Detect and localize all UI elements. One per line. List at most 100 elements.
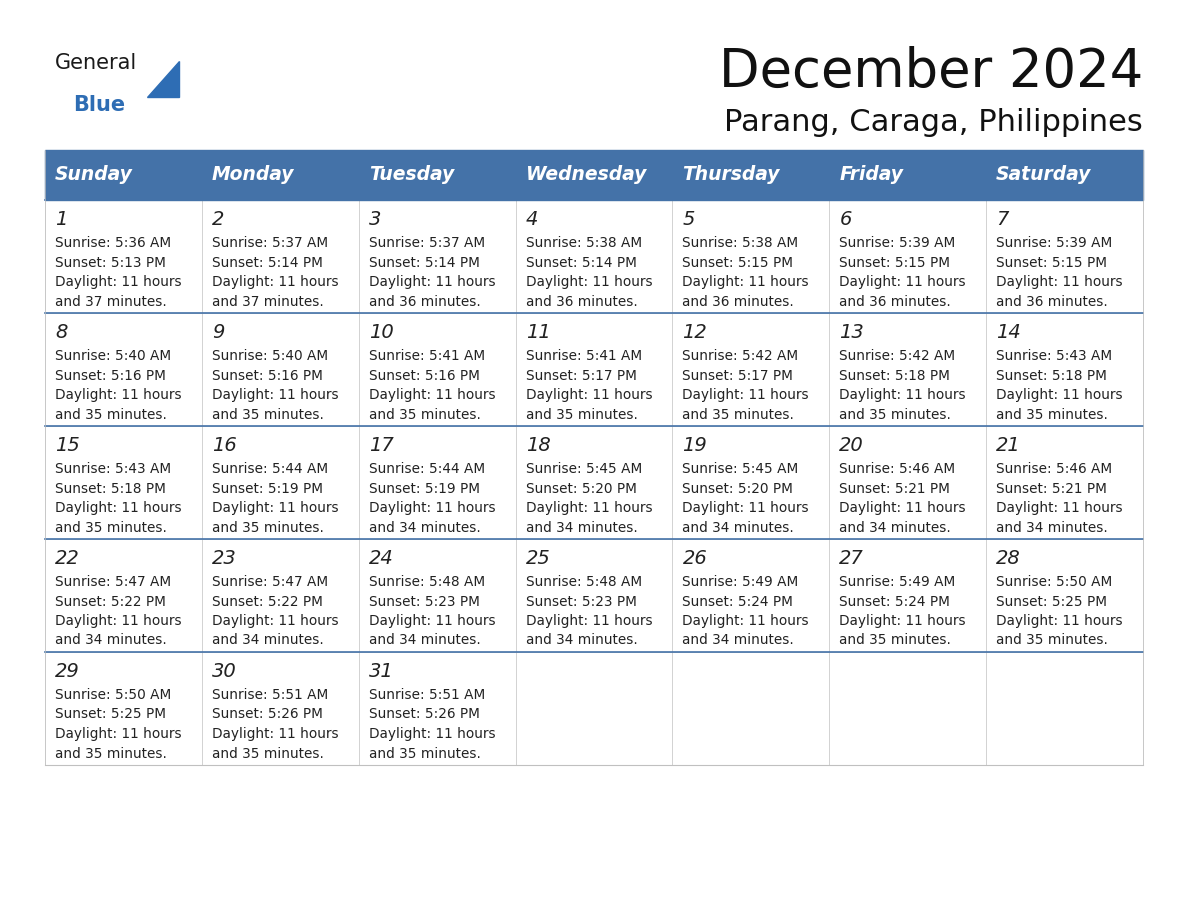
- Text: and 35 minutes.: and 35 minutes.: [682, 408, 795, 421]
- Text: Daylight: 11 hours: Daylight: 11 hours: [55, 614, 182, 628]
- Text: Daylight: 11 hours: Daylight: 11 hours: [997, 501, 1123, 515]
- Text: Daylight: 11 hours: Daylight: 11 hours: [682, 501, 809, 515]
- Bar: [986, 313, 1143, 426]
- Text: Sunset: 5:20 PM: Sunset: 5:20 PM: [525, 482, 637, 496]
- Text: Sunset: 5:19 PM: Sunset: 5:19 PM: [211, 482, 323, 496]
- Text: 31: 31: [368, 662, 393, 681]
- Text: Sunset: 5:14 PM: Sunset: 5:14 PM: [368, 255, 480, 270]
- Bar: [202, 200, 359, 313]
- Text: Daylight: 11 hours: Daylight: 11 hours: [839, 275, 966, 289]
- Bar: [829, 313, 986, 426]
- Text: Thursday: Thursday: [682, 165, 781, 185]
- Text: 26: 26: [682, 549, 707, 568]
- Bar: [829, 200, 986, 313]
- Bar: [986, 426, 1143, 539]
- Text: Sunrise: 5:46 AM: Sunrise: 5:46 AM: [839, 462, 955, 476]
- Text: 13: 13: [839, 323, 864, 342]
- Text: Sunset: 5:21 PM: Sunset: 5:21 PM: [839, 482, 950, 496]
- Bar: [986, 200, 1143, 313]
- Text: Sunrise: 5:49 AM: Sunrise: 5:49 AM: [682, 575, 798, 589]
- Text: Sunset: 5:14 PM: Sunset: 5:14 PM: [525, 255, 637, 270]
- Text: Sunset: 5:19 PM: Sunset: 5:19 PM: [368, 482, 480, 496]
- Text: Sunset: 5:14 PM: Sunset: 5:14 PM: [211, 255, 323, 270]
- Text: Sunrise: 5:43 AM: Sunrise: 5:43 AM: [55, 462, 171, 476]
- Text: Sunset: 5:17 PM: Sunset: 5:17 PM: [682, 368, 794, 383]
- Text: and 35 minutes.: and 35 minutes.: [55, 521, 166, 534]
- Text: Sunrise: 5:51 AM: Sunrise: 5:51 AM: [211, 688, 328, 702]
- Text: 19: 19: [682, 436, 707, 455]
- Bar: [359, 313, 516, 426]
- Text: Wednesday: Wednesday: [525, 165, 646, 185]
- Text: Daylight: 11 hours: Daylight: 11 hours: [368, 275, 495, 289]
- Text: Daylight: 11 hours: Daylight: 11 hours: [839, 388, 966, 402]
- Text: Sunset: 5:18 PM: Sunset: 5:18 PM: [55, 482, 166, 496]
- Text: Daylight: 11 hours: Daylight: 11 hours: [211, 614, 339, 628]
- Text: Sunrise: 5:48 AM: Sunrise: 5:48 AM: [368, 575, 485, 589]
- Text: and 34 minutes.: and 34 minutes.: [682, 633, 795, 647]
- Text: Sunrise: 5:38 AM: Sunrise: 5:38 AM: [682, 236, 798, 250]
- Text: Sunrise: 5:43 AM: Sunrise: 5:43 AM: [997, 349, 1112, 363]
- Bar: [202, 539, 359, 652]
- Text: Parang, Caraga, Philippines: Parang, Caraga, Philippines: [725, 108, 1143, 137]
- Bar: [672, 426, 829, 539]
- Bar: [45, 539, 202, 652]
- Bar: [359, 539, 516, 652]
- Text: and 35 minutes.: and 35 minutes.: [211, 746, 324, 760]
- Text: and 34 minutes.: and 34 minutes.: [368, 521, 480, 534]
- Text: Sunset: 5:25 PM: Sunset: 5:25 PM: [997, 595, 1107, 609]
- Text: Daylight: 11 hours: Daylight: 11 hours: [55, 727, 182, 741]
- Bar: [516, 426, 672, 539]
- Text: Sunset: 5:16 PM: Sunset: 5:16 PM: [211, 368, 323, 383]
- Text: Daylight: 11 hours: Daylight: 11 hours: [368, 727, 495, 741]
- Text: Sunrise: 5:49 AM: Sunrise: 5:49 AM: [839, 575, 955, 589]
- Text: Sunset: 5:22 PM: Sunset: 5:22 PM: [55, 595, 166, 609]
- Bar: [359, 200, 516, 313]
- Text: Daylight: 11 hours: Daylight: 11 hours: [368, 501, 495, 515]
- Text: Sunset: 5:15 PM: Sunset: 5:15 PM: [997, 255, 1107, 270]
- Text: and 35 minutes.: and 35 minutes.: [839, 408, 952, 421]
- Text: Daylight: 11 hours: Daylight: 11 hours: [211, 275, 339, 289]
- Bar: [45, 426, 202, 539]
- Text: 27: 27: [839, 549, 864, 568]
- Bar: [45, 150, 1143, 200]
- Text: 3: 3: [368, 210, 381, 229]
- Text: Sunrise: 5:45 AM: Sunrise: 5:45 AM: [525, 462, 642, 476]
- Text: and 37 minutes.: and 37 minutes.: [55, 295, 166, 308]
- Text: and 36 minutes.: and 36 minutes.: [839, 295, 952, 308]
- Text: 8: 8: [55, 323, 68, 342]
- Text: Daylight: 11 hours: Daylight: 11 hours: [55, 275, 182, 289]
- Bar: [359, 426, 516, 539]
- Text: and 34 minutes.: and 34 minutes.: [55, 633, 166, 647]
- Text: 23: 23: [211, 549, 236, 568]
- Text: and 35 minutes.: and 35 minutes.: [525, 408, 638, 421]
- Text: 6: 6: [839, 210, 852, 229]
- Text: and 34 minutes.: and 34 minutes.: [997, 521, 1108, 534]
- Text: and 34 minutes.: and 34 minutes.: [682, 521, 795, 534]
- Text: Daylight: 11 hours: Daylight: 11 hours: [682, 614, 809, 628]
- Text: Sunrise: 5:47 AM: Sunrise: 5:47 AM: [211, 575, 328, 589]
- Text: and 34 minutes.: and 34 minutes.: [211, 633, 323, 647]
- Text: 22: 22: [55, 549, 80, 568]
- Text: 10: 10: [368, 323, 393, 342]
- Text: and 35 minutes.: and 35 minutes.: [997, 408, 1108, 421]
- Text: and 34 minutes.: and 34 minutes.: [368, 633, 480, 647]
- Text: 17: 17: [368, 436, 393, 455]
- Text: Friday: Friday: [839, 165, 903, 185]
- Text: 21: 21: [997, 436, 1020, 455]
- Bar: [672, 539, 829, 652]
- Text: and 35 minutes.: and 35 minutes.: [55, 746, 166, 760]
- Text: 12: 12: [682, 323, 707, 342]
- Text: Daylight: 11 hours: Daylight: 11 hours: [55, 388, 182, 402]
- Bar: [359, 652, 516, 765]
- Text: and 36 minutes.: and 36 minutes.: [997, 295, 1108, 308]
- Text: and 37 minutes.: and 37 minutes.: [211, 295, 323, 308]
- Bar: [672, 200, 829, 313]
- Text: Sunrise: 5:40 AM: Sunrise: 5:40 AM: [55, 349, 171, 363]
- Bar: [202, 652, 359, 765]
- Bar: [516, 200, 672, 313]
- Bar: [45, 200, 202, 313]
- Text: Sunset: 5:25 PM: Sunset: 5:25 PM: [55, 708, 166, 722]
- Text: Sunrise: 5:47 AM: Sunrise: 5:47 AM: [55, 575, 171, 589]
- Text: 28: 28: [997, 549, 1020, 568]
- Text: 25: 25: [525, 549, 550, 568]
